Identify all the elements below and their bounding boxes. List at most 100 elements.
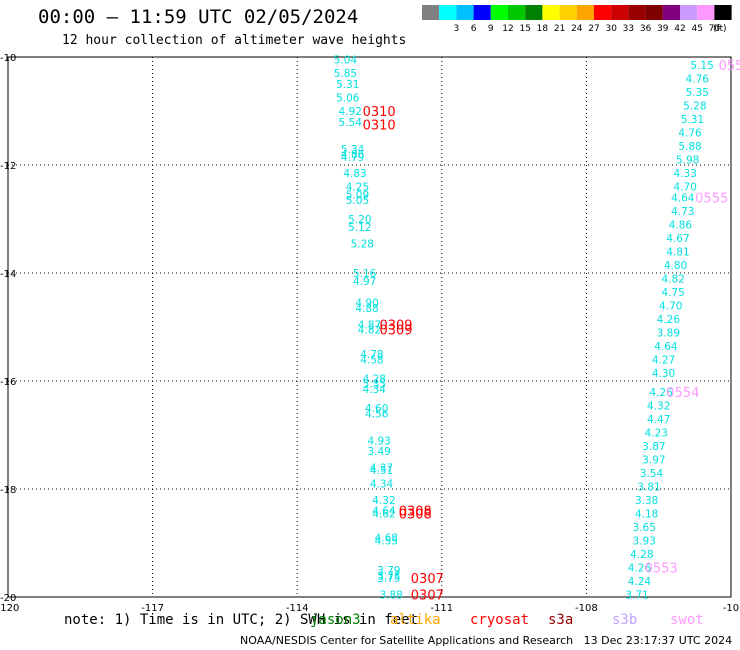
- wave-height-point: 5.05: [346, 195, 369, 207]
- wave-height-point: 4.75: [661, 287, 684, 299]
- satellite-cryosat: cryosat: [470, 612, 530, 628]
- chart-title: 00:00 – 11:59 UTC 02/05/2024: [38, 6, 359, 28]
- pass-time-label: 0309: [379, 324, 412, 339]
- wave-height-point: 4.73: [671, 206, 694, 218]
- legend-swatch: [576, 5, 594, 20]
- wave-height-point: 4.88: [355, 303, 378, 315]
- legend-swatch: [645, 5, 663, 20]
- wave-height-point: 4.79: [341, 152, 364, 164]
- wave-height-point: 4.25: [346, 182, 369, 194]
- legend-swatch: [594, 5, 612, 20]
- wave-height-point: 4.55: [375, 535, 398, 547]
- legend-label: 9: [488, 24, 494, 34]
- legend-swatch: [508, 5, 526, 20]
- wave-height-point: 5.20: [348, 214, 371, 226]
- legend-swatch: [697, 5, 715, 20]
- wave-height-point: 4.37: [370, 462, 393, 474]
- wave-height-point: 5.31: [336, 79, 359, 91]
- legend-label: 15: [519, 24, 530, 34]
- legend-label: 18: [537, 24, 549, 34]
- pass-time-label: 0307: [411, 572, 444, 587]
- wave-height-point: 5.35: [686, 87, 709, 99]
- y-tick-label: -14: [0, 269, 16, 280]
- legend-swatch: [439, 5, 457, 20]
- pass-time-label: 0309: [379, 318, 412, 333]
- wave-height-point: 5.54: [339, 117, 363, 129]
- wave-height-point: 4.78: [360, 349, 383, 361]
- x-tick-label: -10: [723, 603, 739, 614]
- wave-height-point: 5.16: [353, 268, 377, 280]
- wave-height-point: 5.31: [681, 114, 704, 126]
- legend-label: 6: [471, 24, 477, 34]
- legend-label: 21: [554, 24, 565, 34]
- legend-swatch: [714, 5, 732, 20]
- pass-time-label: 0555: [695, 191, 728, 206]
- legend-swatch: [422, 5, 440, 20]
- satellite-swot: swot: [670, 612, 704, 628]
- wave-height-point: 3.81: [637, 481, 660, 493]
- wave-height-point: 4.56: [365, 408, 389, 420]
- wave-height-point: 4.26: [649, 387, 673, 399]
- wave-height-point: 5.28: [351, 238, 374, 250]
- satellite-s3a: s3a: [548, 612, 574, 628]
- wave-height-point: 4.68: [375, 533, 398, 545]
- wave-height-point: 4.90: [355, 298, 378, 310]
- wave-height-point: 3.49: [367, 446, 390, 458]
- pass-time-label: 055: [719, 59, 740, 74]
- pass-time-label: 0310: [363, 105, 396, 120]
- wave-height-point: 4.64: [654, 341, 678, 353]
- wave-height-point: 4.27: [652, 354, 675, 366]
- legend-label: 45: [691, 24, 702, 34]
- legend-label: 36: [640, 24, 652, 34]
- legend-label: 70: [709, 24, 721, 34]
- wave-height-point: 3.54: [640, 468, 664, 480]
- satellite-altika: altika: [390, 612, 441, 628]
- legend-label: 3: [454, 24, 460, 34]
- legend-label: 27: [588, 24, 599, 34]
- wave-height-point: 4.18: [635, 508, 658, 520]
- legend-label: 39: [657, 24, 669, 34]
- wave-height-point: 3.88: [379, 589, 402, 601]
- wave-height-point: 4.97: [353, 276, 376, 288]
- legend-unit: (ft): [713, 24, 727, 34]
- wave-height-point: 4.26: [657, 314, 681, 326]
- wave-height-point: 5.09: [346, 190, 369, 202]
- wave-height-point: 4.34: [363, 384, 387, 396]
- x-tick-label: -111: [430, 603, 453, 614]
- y-tick-label: -10: [0, 53, 16, 64]
- wave-height-point: 4.70: [659, 300, 682, 312]
- wave-height-point: 5.28: [683, 101, 706, 113]
- y-tick-label: -12: [0, 161, 16, 172]
- wave-height-point: 5.34: [341, 144, 365, 156]
- x-tick-label: -114: [286, 603, 309, 614]
- wave-height-point: 4.81: [666, 246, 689, 258]
- wave-height-point: 5.15: [690, 60, 713, 72]
- wave-height-point: 3.89: [657, 327, 680, 339]
- wave-height-point: 4.76: [686, 74, 710, 86]
- wave-height-point: 4.33: [674, 168, 697, 180]
- wave-height-point: 4.62: [372, 508, 395, 520]
- legend-swatch: [611, 5, 629, 20]
- wave-height-point: 4.70: [674, 182, 697, 194]
- wave-height-point: 4.80: [664, 260, 687, 272]
- wave-height-point: 4.92: [339, 106, 362, 118]
- wave-height-point: 5.04: [334, 55, 358, 67]
- wave-height-point: 5.06: [336, 93, 360, 105]
- legend-swatch: [559, 5, 577, 20]
- wave-height-point: 3.97: [642, 454, 665, 466]
- wave-height-point: 4.24: [628, 576, 652, 588]
- legend-label: 24: [571, 24, 583, 34]
- y-tick-label: -18: [0, 485, 16, 496]
- satellite-jason3: jason3: [310, 612, 361, 628]
- wave-height-point: 3.71: [625, 589, 648, 601]
- legend-swatch: [473, 5, 491, 20]
- pass-time-label: 0308: [399, 507, 432, 522]
- legend-swatch: [525, 5, 543, 20]
- wave-height-point: 4.93: [367, 435, 390, 447]
- wave-height-point: 4.64: [671, 192, 695, 204]
- legend-swatch: [662, 5, 680, 20]
- legend-swatch: [456, 5, 474, 20]
- wave-height-point: 4.32: [372, 495, 395, 507]
- satellite-s3b: s3b: [612, 612, 638, 628]
